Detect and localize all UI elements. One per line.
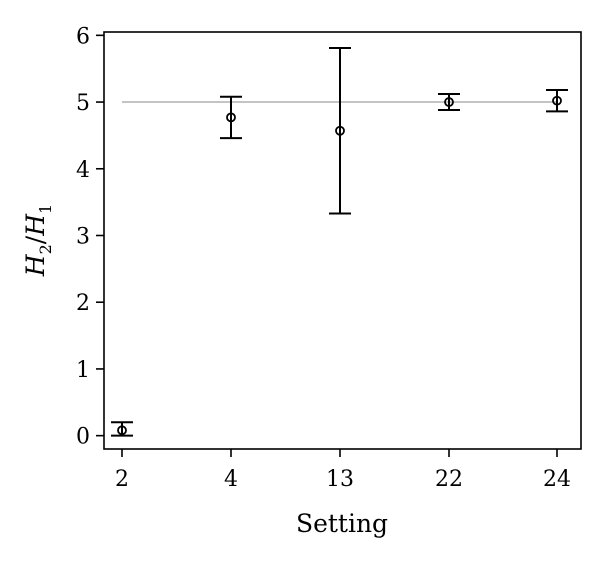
y-axis: 0 1 2 3 4 5 6 — [76, 24, 104, 450]
y-tick-label: 4 — [76, 158, 90, 183]
y-axis-title: H2/H1 — [21, 204, 55, 277]
x-tick-label: 22 — [435, 467, 463, 492]
y-tick-label: 5 — [76, 91, 90, 116]
y-tick-label: 6 — [76, 24, 90, 49]
x-axis: 2 4 13 22 24 — [115, 449, 571, 492]
y-tick-label: 3 — [76, 224, 90, 249]
x-tick-label: 4 — [224, 467, 238, 492]
data-point-group — [546, 89, 568, 113]
x-tick-label: 13 — [326, 467, 354, 492]
x-tick-label: 24 — [543, 467, 571, 492]
x-tick-label: 2 — [115, 467, 129, 492]
data-point — [226, 112, 236, 123]
svg-text:H2/H1: H2/H1 — [21, 204, 55, 277]
x-axis-title: Setting — [296, 509, 388, 538]
data-point — [335, 125, 345, 136]
y-tick-label: 1 — [76, 358, 90, 383]
data-point-group — [111, 421, 133, 437]
data-point-group — [220, 95, 242, 140]
data-point — [117, 425, 127, 436]
data-point-group — [329, 47, 351, 215]
data-point — [444, 97, 454, 107]
y-tick-label: 2 — [76, 291, 90, 316]
data-point-group — [438, 93, 460, 112]
data-point — [552, 95, 562, 106]
y-tick-label: 0 — [76, 425, 90, 450]
plot-frame — [103, 31, 582, 450]
data-series — [111, 47, 568, 437]
